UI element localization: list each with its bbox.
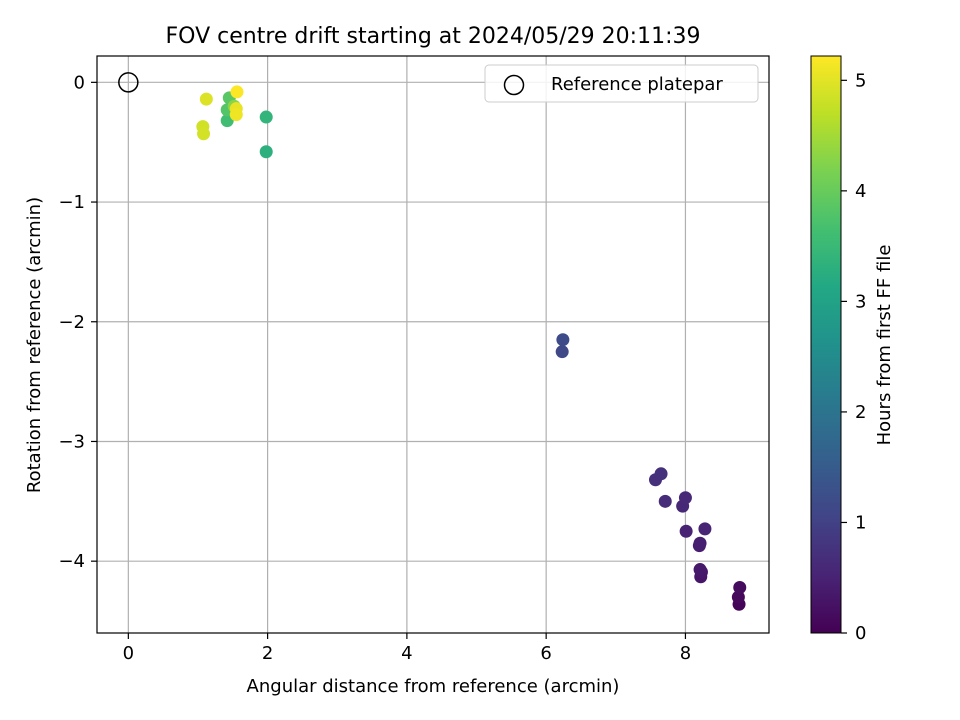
grid (97, 56, 769, 633)
y-tick-label: 0 (74, 72, 85, 93)
scatter-point (733, 581, 747, 595)
scatter-point (199, 92, 213, 106)
y-tick-label: −4 (58, 551, 85, 572)
x-tick-label: 0 (123, 643, 134, 664)
colorbar-tick-label: 4 (855, 181, 866, 202)
colorbar-tick-label: 2 (855, 402, 866, 423)
y-tick-label: −3 (58, 431, 85, 452)
legend-marker (503, 74, 525, 96)
scatter-point (259, 145, 273, 159)
reference-platepar-marker (118, 72, 139, 93)
colorbar: 0 1 2 3 4 5 Hours from first FF file (810, 55, 895, 644)
scatter-point (556, 333, 570, 347)
scatter-point (693, 536, 707, 550)
scatter-point (678, 491, 692, 505)
data-points (196, 85, 747, 611)
reference-layer (118, 72, 139, 93)
scatter-point (658, 494, 672, 508)
x-tick-label: 4 (401, 643, 412, 664)
y-axis-label: Rotation from reference (arcmin) (24, 197, 45, 493)
scatter-point (229, 108, 243, 122)
colorbar-gradient (810, 55, 842, 634)
colorbar-ticks: 0 1 2 3 4 5 (841, 70, 866, 644)
x-tick-label: 8 (680, 643, 691, 664)
plot-frame (96, 55, 770, 634)
colorbar-label: Hours from first FF file (874, 245, 895, 446)
scatter-point (698, 522, 712, 536)
scatter-point (654, 467, 668, 481)
x-tick-label: 6 (540, 643, 551, 664)
scatter-point (197, 127, 211, 141)
y-tick-label: −1 (58, 192, 85, 213)
legend-label: Reference platepar (551, 74, 723, 95)
scatter-point (230, 85, 244, 99)
scatter-point (555, 345, 569, 359)
axes: 0 2 4 6 8 0 −1 −2 −3 −4 (58, 55, 770, 664)
scatter-point (731, 590, 745, 604)
colorbar-tick-label: 1 (855, 512, 866, 533)
colorbar-tick-label: 3 (855, 291, 866, 312)
x-axis-label: Angular distance from reference (arcmin) (247, 676, 620, 697)
colorbar-tick-label: 5 (855, 70, 866, 91)
legend: Reference platepar (484, 64, 759, 103)
scatter-point (259, 110, 273, 124)
scatter-point (679, 524, 693, 538)
x-tick-label: 2 (262, 643, 273, 664)
colorbar-tick-label: 0 (855, 623, 866, 644)
chart-title: FOV centre drift starting at 2024/05/29 … (166, 24, 701, 49)
legend-box (484, 64, 759, 103)
y-tick-label: −2 (58, 312, 85, 333)
scatter-point (693, 563, 707, 577)
